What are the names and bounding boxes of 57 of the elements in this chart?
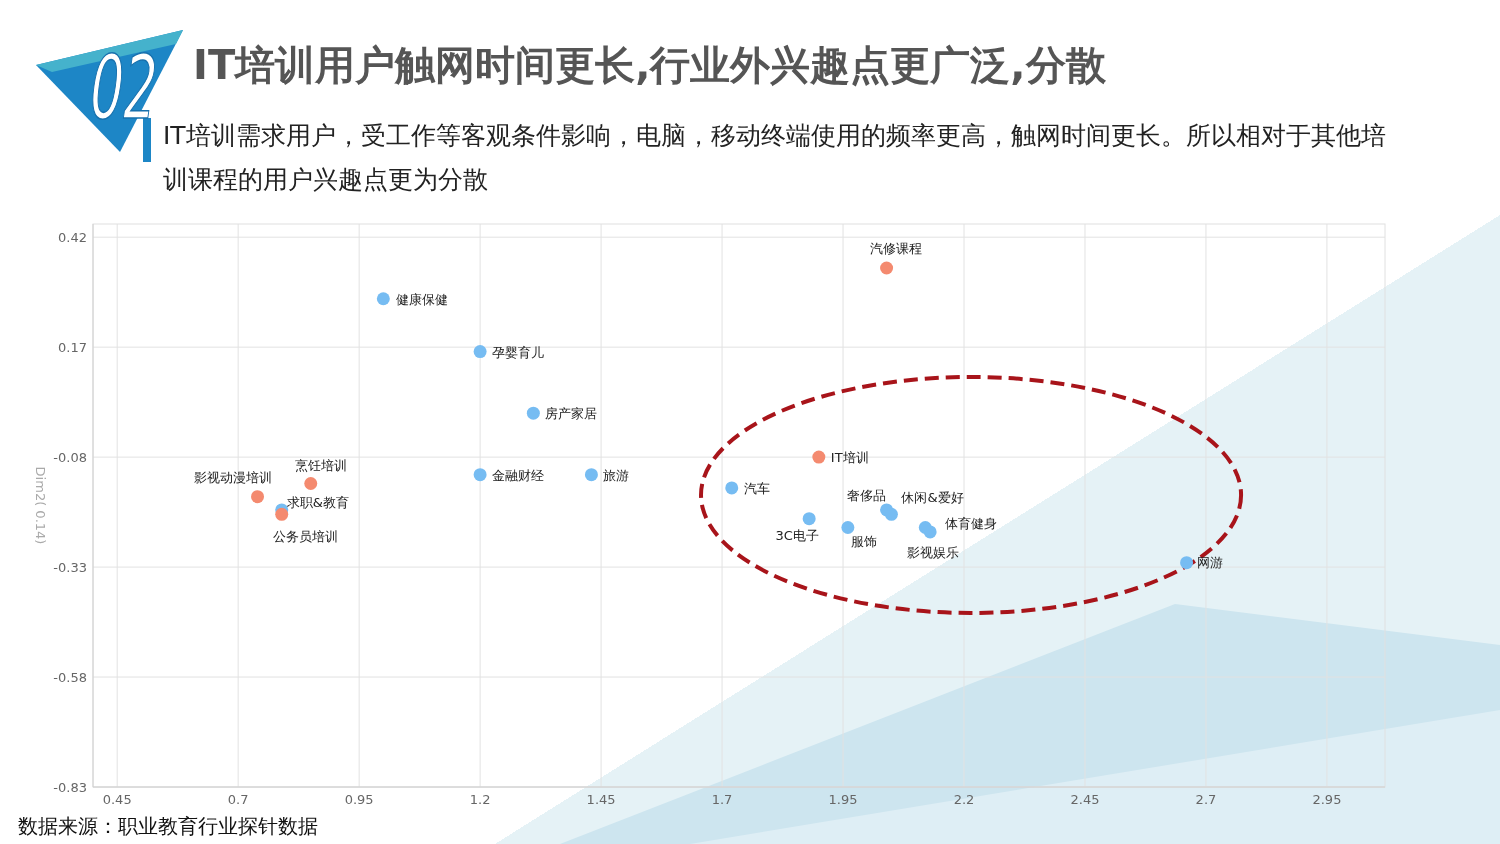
annotation: 孕婴育儿 xyxy=(492,344,545,360)
point xyxy=(584,468,598,482)
annotation: 健康保健 xyxy=(396,291,449,307)
annotation: 金融财经 xyxy=(492,467,545,483)
annotation: 汽车 xyxy=(743,480,770,496)
point xyxy=(376,292,390,306)
point xyxy=(802,512,816,526)
x-tick-label: 2.95 xyxy=(1312,792,1342,807)
annotation: 旅游 xyxy=(603,467,630,483)
y-tick-label: -0.08 xyxy=(53,450,87,466)
point xyxy=(275,507,289,521)
point xyxy=(841,520,855,534)
point xyxy=(812,450,826,464)
x-tick-label: 1.95 xyxy=(828,792,858,807)
x-tick-label: 2.2 xyxy=(953,792,975,807)
x-tick-label: 0.95 xyxy=(344,792,374,807)
point xyxy=(304,477,318,491)
x-tick-label: 1.7 xyxy=(711,792,733,807)
point xyxy=(473,468,487,482)
y-tick-label: 0.17 xyxy=(58,340,87,356)
annotation: 影视娱乐 xyxy=(907,544,960,560)
point xyxy=(1180,556,1194,570)
point xyxy=(884,507,898,521)
y-tick-label: 0.42 xyxy=(58,230,87,246)
annotation: 房产家居 xyxy=(545,406,598,422)
annotation: 3C电子 xyxy=(775,527,819,543)
point xyxy=(880,261,894,275)
point xyxy=(725,481,739,495)
y-tick-label: -0.33 xyxy=(53,560,87,576)
annotation: 烹饪培训 xyxy=(294,457,347,473)
text: 02 xyxy=(83,36,165,139)
y-tick-label: -0.58 xyxy=(53,670,87,686)
source-note: 数据来源：职业教育行业探针数据 xyxy=(18,814,318,838)
x-tick-label: 1.2 xyxy=(469,792,491,807)
annotation: 网游 xyxy=(1196,554,1223,570)
x-tick-label: 2.7 xyxy=(1195,792,1217,807)
y-axis-title: Dim2( 0.14) xyxy=(33,466,48,545)
point xyxy=(251,490,265,504)
annotation: 求职&教育 xyxy=(286,494,349,510)
x-tick-label: 0.7 xyxy=(227,792,249,807)
point xyxy=(526,406,540,420)
x-tick-label: 2.45 xyxy=(1070,792,1100,807)
annotation: IT培训 xyxy=(830,450,869,466)
annotation: 汽修课程 xyxy=(869,240,922,256)
y-tick-label: -0.83 xyxy=(53,780,87,795)
annotation: 体育健身 xyxy=(945,516,998,532)
annotation: 公务员培训 xyxy=(272,529,338,545)
annotation: 影视动漫培训 xyxy=(193,469,272,485)
chart-subtitle: IT培训需求用户，受工作等客观条件影响，电脑，移动终端使用的频率更高，触网时间更长。所以相对于其他培训课程的用户兴趣点更为分散 xyxy=(163,120,1387,196)
annotation: 奢侈品 xyxy=(846,487,886,503)
point xyxy=(473,345,487,359)
point xyxy=(923,525,937,539)
x-tick-label: 0.45 xyxy=(102,792,132,807)
annotation: 休闲&爱好 xyxy=(901,490,964,506)
chart-title: IT培训用户触网时间更长,行业外兴趣点更广泛,分散 xyxy=(193,41,1106,90)
x-tick-label: 1.45 xyxy=(586,792,616,807)
annotation: 服饰 xyxy=(850,534,877,550)
